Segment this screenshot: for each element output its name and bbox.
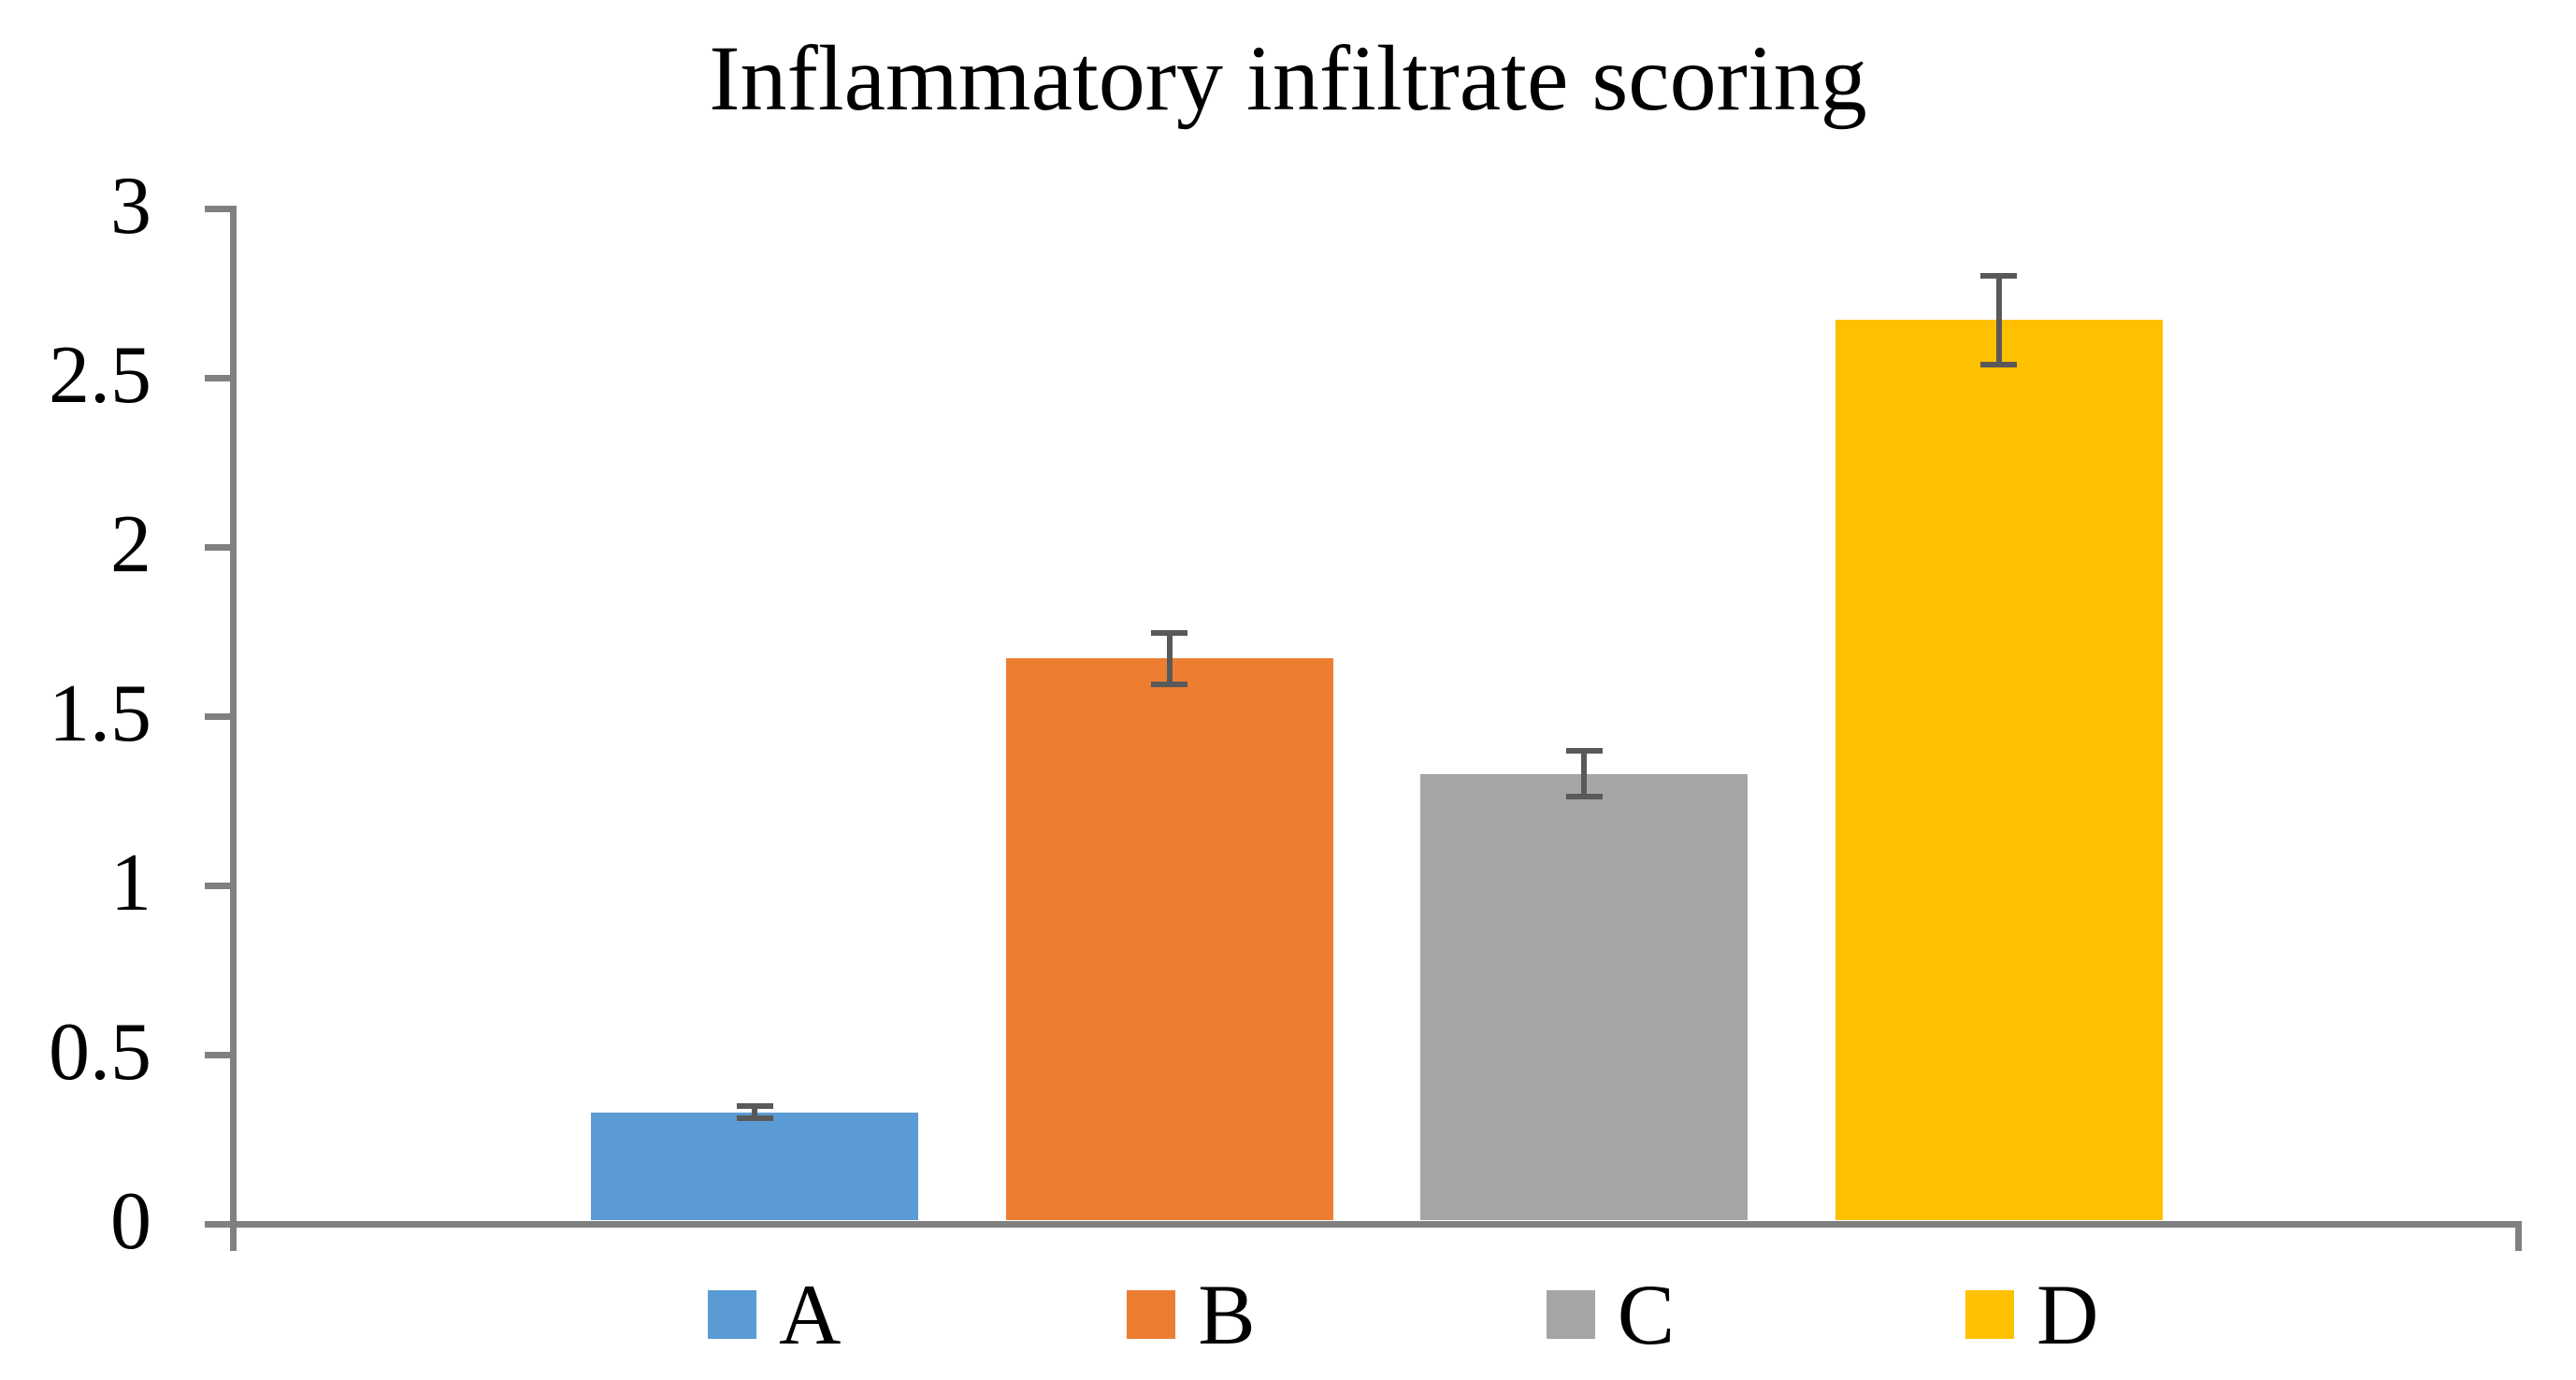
legend-item-C: C [1546,1272,1675,1358]
legend-swatch-A [708,1290,756,1339]
legend-label-A: A [779,1267,842,1362]
error-bar-whisker-B [1166,629,1173,688]
error-bar-bottom-cap-B [1151,682,1187,688]
bar-D [1835,320,2163,1221]
y-tick [205,374,230,381]
bar-C [1420,773,1748,1221]
bar-A [591,1112,918,1221]
error-bar-whisker-C [1581,748,1587,799]
legend-label-B: B [1198,1267,1256,1362]
y-tick-label: 1 [110,838,151,929]
error-bar-whisker-A [752,1103,757,1121]
y-axis-line [230,205,237,1251]
y-tick [205,712,230,720]
y-tick-label: 2.5 [49,330,151,422]
y-tick-label: 0.5 [49,1007,151,1099]
legend-swatch-D [1965,1290,2014,1339]
chart-title: Inflammatory infiltrate scoring [709,26,1867,130]
bar-B [1005,658,1333,1221]
error-bar-bottom-cap-C [1565,793,1603,799]
error-bar-top-cap-A [736,1103,773,1110]
legend-item-B: B [1127,1272,1256,1358]
y-tick-label: 2 [110,499,151,591]
legend-swatch-C [1546,1290,1595,1339]
error-bar-whisker-D [1995,272,2002,368]
legend-label-D: D [2036,1267,2099,1362]
error-bar-top-cap-B [1151,629,1187,636]
error-bar-top-cap-C [1565,748,1603,755]
x-axis-line [205,1220,2522,1228]
error-bar-top-cap-D [1980,272,2017,279]
legend-item-A: A [708,1272,841,1358]
y-tick [205,205,230,212]
y-tick [205,882,230,889]
y-tick [205,1051,230,1058]
x-axis-end-tick [2515,1224,2522,1251]
y-tick-label: 1.5 [49,668,151,760]
y-tick-label: 3 [110,161,151,252]
legend-label-C: C [1617,1267,1676,1362]
y-tick-label: 0 [110,1176,151,1268]
legend-item-D: D [1965,1272,2098,1358]
error-bar-bottom-cap-D [1980,362,2017,368]
error-bar-bottom-cap-A [736,1114,773,1121]
y-tick [205,543,230,551]
legend-swatch-B [1127,1290,1176,1339]
